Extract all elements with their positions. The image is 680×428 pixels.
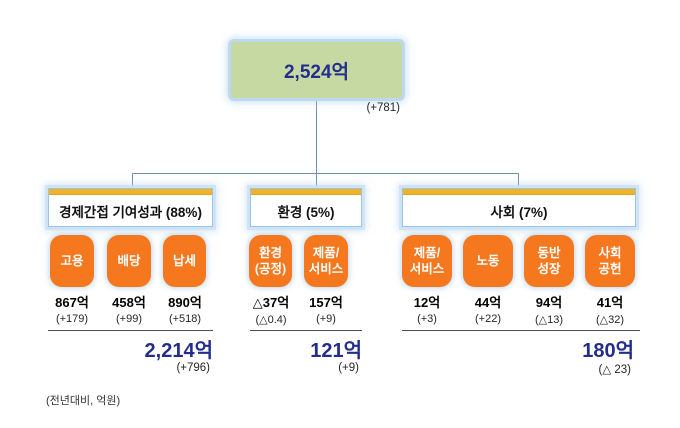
- category-change: (+99): [116, 313, 142, 325]
- category-value: 94억: [535, 295, 563, 310]
- category-box-product-service-social: 제품/ 서비스: [402, 235, 452, 287]
- category-value: 867억: [55, 295, 89, 310]
- value-block: 458억 (+99): [95, 292, 163, 325]
- category-box-social-contribution: 사회 공헌: [585, 235, 635, 287]
- category-value: 458억: [112, 295, 146, 310]
- value-block: 867억 (+179): [38, 292, 106, 325]
- category-change: (+9): [316, 313, 336, 325]
- category-change: (+179): [55, 313, 89, 325]
- branch-total: 121억: [310, 340, 362, 362]
- category-box-dividend: 배당: [107, 235, 151, 287]
- category-value: 41억: [596, 295, 624, 310]
- branch-total-change: (△ 23): [598, 364, 632, 376]
- header-accent-bar: [251, 189, 361, 195]
- branch-total-change: (+9): [338, 362, 359, 374]
- category-value: △37억: [252, 295, 290, 310]
- root-value: 2,524억: [283, 61, 350, 83]
- branch-header-environment: 환경 (5%): [250, 188, 362, 227]
- category-change: (△13): [534, 314, 564, 326]
- branch-total: 180억: [582, 340, 634, 362]
- footnote: (전년대비, 억원): [46, 395, 121, 407]
- category-label: 노동: [476, 253, 500, 268]
- category-label: 납세: [172, 253, 196, 268]
- category-box-tax: 납세: [163, 235, 206, 287]
- root-change: (+781): [366, 102, 400, 114]
- category-label: 제품/ 서비스: [409, 245, 445, 276]
- branch-total-change: (+796): [176, 362, 210, 374]
- category-label: 배당: [117, 253, 141, 268]
- category-change: (△32): [595, 314, 625, 326]
- category-label: 동반 성장: [537, 245, 561, 276]
- value-block: 41억 (△32): [576, 292, 644, 326]
- branch-title: 사회 (7%): [490, 204, 548, 220]
- branch-title: 경제간접 기여성과 (88%): [59, 204, 202, 220]
- value-block: 890억 (+518): [151, 292, 219, 325]
- category-change: (+518): [168, 313, 202, 325]
- category-change: (+22): [475, 313, 501, 325]
- branch-header-social: 사회 (7%): [402, 188, 636, 227]
- category-change: (+3): [417, 313, 437, 325]
- category-value: 890억: [168, 295, 202, 310]
- value-block: 157억 (+9): [292, 292, 360, 325]
- value-block: 94억 (△13): [515, 292, 583, 326]
- category-label: 제품/ 서비스: [308, 245, 344, 276]
- root-value-box: 2,524억: [231, 42, 402, 98]
- category-box-labor: 노동: [463, 235, 513, 287]
- category-box-product-service: 제품/ 서비스: [304, 235, 348, 287]
- category-box-shared-growth: 동반 성장: [524, 235, 574, 287]
- branch-header-economic: 경제간접 기여성과 (88%): [48, 188, 213, 227]
- value-block: 12억 (+3): [393, 292, 461, 325]
- total-divider: [250, 330, 362, 331]
- branch-total: 2,214억: [144, 340, 213, 362]
- value-block: △37억 (△0.4): [237, 292, 305, 326]
- category-label: 고용: [60, 253, 84, 268]
- category-change: (△0.4): [255, 314, 287, 326]
- category-label: 환경 (공정): [254, 245, 287, 276]
- value-block: 44억 (+22): [454, 292, 522, 325]
- category-value: 12억: [413, 295, 441, 310]
- header-accent-bar: [403, 189, 635, 195]
- branch-title: 환경 (5%): [277, 204, 335, 220]
- category-box-employment: 고용: [50, 235, 94, 287]
- header-accent-bar: [49, 189, 212, 195]
- total-divider: [402, 330, 640, 331]
- category-value: 44억: [474, 295, 502, 310]
- total-divider: [48, 330, 213, 331]
- category-box-environment-process: 환경 (공정): [249, 235, 292, 287]
- category-label: 사회 공헌: [598, 245, 622, 276]
- category-value: 157억: [309, 295, 343, 310]
